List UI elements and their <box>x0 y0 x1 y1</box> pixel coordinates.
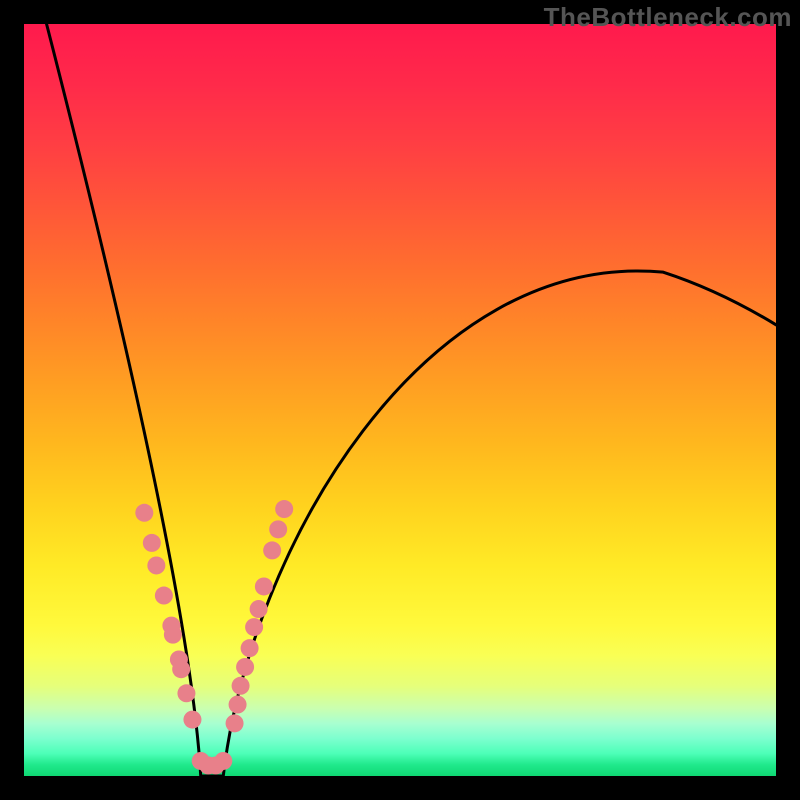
data-marker <box>155 587 173 605</box>
data-marker <box>245 618 263 636</box>
data-marker <box>232 677 250 695</box>
data-marker <box>177 684 195 702</box>
data-marker <box>255 577 273 595</box>
data-marker <box>214 752 232 770</box>
data-marker <box>263 541 281 559</box>
data-marker <box>275 500 293 518</box>
data-marker <box>183 711 201 729</box>
data-marker <box>172 660 190 678</box>
data-marker <box>135 504 153 522</box>
data-marker <box>241 639 259 657</box>
data-marker <box>164 626 182 644</box>
data-marker <box>226 714 244 732</box>
data-marker <box>147 556 165 574</box>
data-marker <box>229 696 247 714</box>
data-marker <box>269 520 287 538</box>
data-marker <box>236 658 254 676</box>
watermark-text: TheBottleneck.com <box>544 2 792 33</box>
data-marker <box>143 534 161 552</box>
data-marker <box>250 600 268 618</box>
bottleneck-chart <box>0 0 800 800</box>
